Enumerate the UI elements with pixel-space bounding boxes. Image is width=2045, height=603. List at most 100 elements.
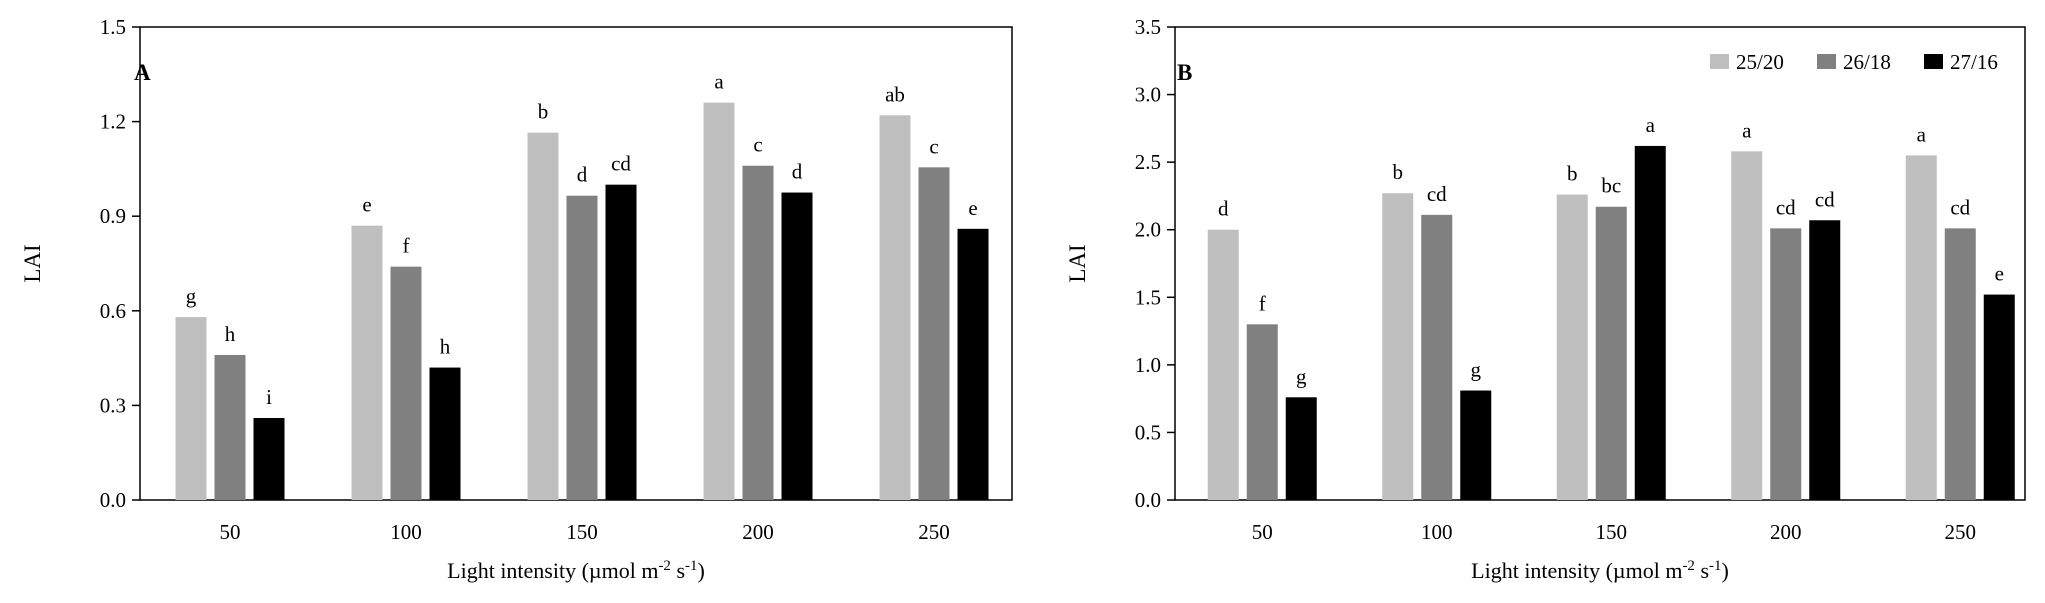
data-label: cd <box>1950 195 1970 219</box>
y-tick-label: 2.5 <box>1135 150 1161 174</box>
bar <box>1207 229 1239 500</box>
bar <box>918 167 950 500</box>
data-label: bc <box>1601 174 1621 198</box>
bar <box>742 165 774 500</box>
x-tick-label: 200 <box>742 520 774 544</box>
data-label: cd <box>1815 187 1835 211</box>
x-tick-label: 250 <box>1945 520 1977 544</box>
legend-swatch <box>1710 54 1729 69</box>
x-axis-label-part: Light intensity (µmol m <box>1471 558 1682 583</box>
bar <box>957 228 989 500</box>
x-tick-label: 100 <box>390 520 422 544</box>
y-tick-label: 2.0 <box>1135 218 1161 242</box>
x-axis-label-superscript: -2 <box>658 558 671 574</box>
x-axis-label-superscript: -1 <box>685 558 698 574</box>
x-axis-label: Light intensity (µmol m-2 s-1) <box>447 558 705 583</box>
bar <box>175 317 207 500</box>
data-label: cd <box>1776 195 1796 219</box>
data-label: c <box>753 133 762 157</box>
bar <box>429 367 461 500</box>
data-label: f <box>403 234 410 258</box>
y-tick-label: 1.5 <box>1135 285 1161 309</box>
data-label: a <box>1646 113 1656 137</box>
x-tick-label: 200 <box>1770 520 1802 544</box>
y-tick-label: 1.5 <box>100 15 126 39</box>
y-tick-label: 0.0 <box>1135 488 1161 512</box>
y-tick-label: 0.6 <box>100 299 126 323</box>
chart-b: 0.00.51.01.52.02.53.03.5LAIBdfg50bcdg100… <box>1065 15 2026 583</box>
data-label: f <box>1259 291 1266 315</box>
y-tick-label: 1.0 <box>1135 353 1161 377</box>
bar <box>1634 145 1666 500</box>
bar <box>253 418 285 500</box>
x-tick-label: 100 <box>1421 520 1453 544</box>
bar <box>879 115 911 500</box>
data-label: a <box>1917 122 1927 146</box>
y-axis-label: LAI <box>1065 244 1090 282</box>
data-label: cd <box>611 152 631 176</box>
data-label: e <box>1995 262 2004 286</box>
bar <box>1382 193 1414 500</box>
panel-label: A <box>134 60 151 85</box>
bar <box>1944 228 1976 500</box>
legend-label: 26/18 <box>1843 50 1891 74</box>
data-label: d <box>1218 197 1229 221</box>
y-tick-label: 3.0 <box>1135 83 1161 107</box>
data-label: b <box>1393 160 1404 184</box>
bar <box>1809 220 1841 501</box>
data-label: i <box>266 385 272 409</box>
y-tick-label: 0.0 <box>100 488 126 512</box>
y-tick-label: 3.5 <box>1135 15 1161 39</box>
bar <box>703 102 735 501</box>
y-tick-label: 1.2 <box>100 110 126 134</box>
bar <box>605 184 637 500</box>
x-tick-label: 150 <box>566 520 598 544</box>
bar <box>1731 151 1763 500</box>
x-axis-label-part: ) <box>1722 558 1729 583</box>
bar <box>1246 324 1278 500</box>
bar <box>527 132 559 501</box>
panel-label: B <box>1177 60 1192 85</box>
bar <box>1905 155 1937 500</box>
bar <box>1460 390 1492 500</box>
bar <box>1595 206 1627 501</box>
bar <box>1983 294 2015 500</box>
y-axis-label: LAI <box>20 244 45 282</box>
bar <box>781 192 813 501</box>
data-label: b <box>538 100 549 124</box>
y-tick-label: 0.9 <box>100 204 126 228</box>
bar <box>566 195 598 500</box>
data-label: e <box>362 193 371 217</box>
bar <box>390 266 422 500</box>
bar <box>351 225 383 500</box>
legend-label: 27/16 <box>1950 50 1998 74</box>
data-label: d <box>577 163 588 187</box>
bar <box>1421 214 1453 500</box>
data-label: g <box>186 284 197 308</box>
legend-swatch <box>1924 54 1943 69</box>
x-axis-label-part: s <box>1695 558 1709 583</box>
x-axis-label-superscript: -1 <box>1709 558 1722 574</box>
x-tick-label: 150 <box>1596 520 1628 544</box>
bar <box>214 354 246 500</box>
data-label: g <box>1296 364 1307 388</box>
x-axis-label-part: ) <box>698 558 705 583</box>
x-tick-label: 50 <box>220 520 241 544</box>
data-label: h <box>440 335 451 359</box>
x-tick-label: 250 <box>918 520 950 544</box>
x-axis-label-superscript: -2 <box>1682 558 1695 574</box>
x-tick-label: 50 <box>1252 520 1273 544</box>
data-label: a <box>714 70 724 94</box>
data-label: d <box>792 160 803 184</box>
data-label: h <box>225 322 236 346</box>
data-label: ab <box>885 82 905 106</box>
legend: 25/20 26/18 27/16 <box>1710 50 1998 74</box>
data-label: e <box>968 196 977 220</box>
y-tick-label: 0.3 <box>100 393 126 417</box>
y-tick-label: 0.5 <box>1135 420 1161 444</box>
bar <box>1285 397 1317 500</box>
data-label: cd <box>1427 182 1447 206</box>
